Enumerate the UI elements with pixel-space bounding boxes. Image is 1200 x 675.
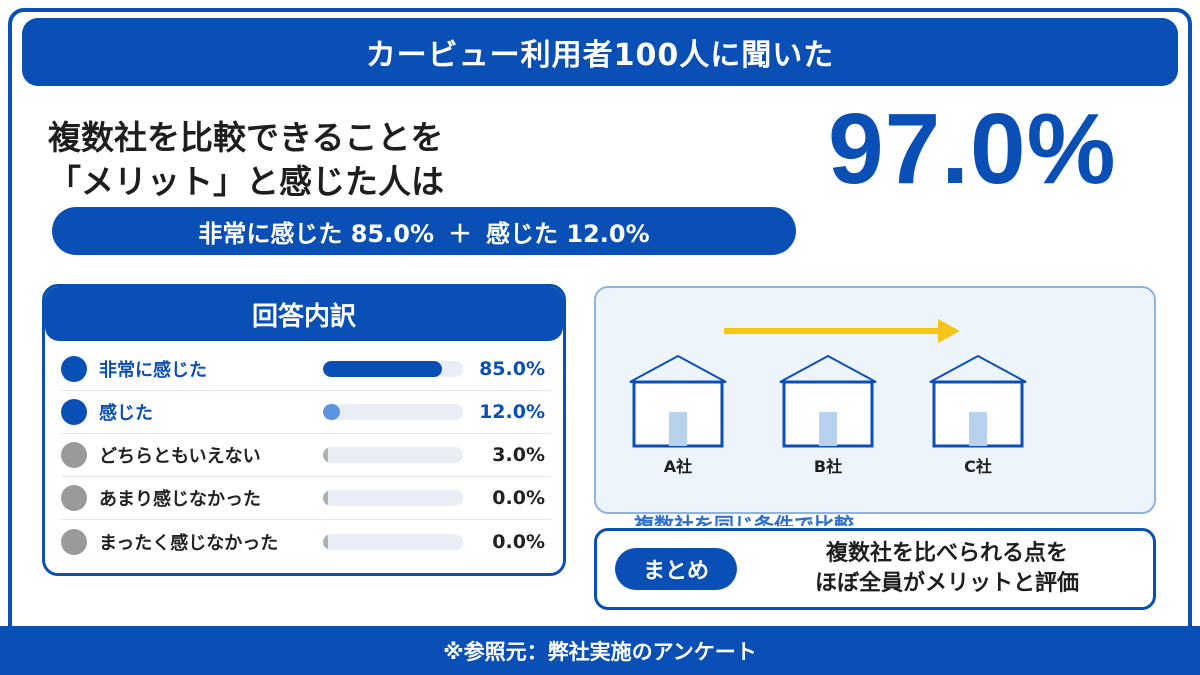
headline-line2: 「メリット」と感じた人は	[48, 162, 444, 201]
house-icon	[629, 354, 727, 448]
answer-bar-track	[323, 361, 463, 377]
summary-badge: まとめ	[615, 548, 737, 590]
house-icon	[779, 354, 877, 448]
answer-row: どちらともいえない 3.0%	[61, 434, 551, 477]
status-dot-icon	[61, 356, 87, 382]
answer-label: 感じた	[99, 403, 153, 424]
company-label: A社	[664, 457, 692, 476]
answer-label: 非常に感じた	[99, 360, 207, 381]
answer-bar-fill	[323, 490, 328, 506]
status-dot-icon	[61, 399, 87, 425]
answer-bar-track	[323, 447, 463, 463]
header-banner: カービュー利用者100人に聞いた	[22, 18, 1178, 86]
summary-line2: ほぼ全員がメリットと評価	[814, 571, 1079, 596]
answer-bar-track	[323, 404, 463, 420]
breakdown-part2: 感じた 12.0%	[486, 219, 650, 248]
status-dot-icon	[61, 442, 87, 468]
footer-banner: ※参照元：弊社実施のアンケート	[0, 626, 1200, 675]
illustration-caption: 複数社を同じ条件で比較	[634, 513, 854, 526]
houses-illustration: A社 B社 C社	[629, 319, 1027, 476]
answer-row: 非常に感じた 85.0%	[61, 348, 551, 391]
answer-label: あまり感じなかった	[99, 489, 261, 510]
answer-breakdown-panel: 回答内訳 非常に感じた 85.0% 感じた 12.0% どちらともいえない 3.…	[42, 284, 566, 576]
panel-title: 回答内訳	[45, 287, 563, 341]
comparison-arrow-icon	[724, 319, 960, 343]
answer-label: まったく感じなかった	[99, 532, 279, 554]
answer-value: 12.0%	[479, 401, 545, 423]
status-dot-icon	[61, 485, 87, 511]
breakdown-pill: 非常に感じた 85.0% ＋ 感じた 12.0%	[52, 207, 796, 255]
answer-bar-track	[323, 533, 463, 550]
answer-list: 非常に感じた 85.0% 感じた 12.0% どちらともいえない 3.0% あま…	[61, 348, 551, 563]
answer-value: 0.0%	[492, 487, 545, 509]
breakdown-part1: 非常に感じた 85.0%	[198, 219, 434, 248]
answer-label: どちらともいえない	[99, 446, 261, 467]
answer-bar-fill	[323, 447, 328, 463]
answer-value: 3.0%	[492, 444, 545, 466]
breakdown-plus: ＋	[448, 219, 472, 248]
headline: 複数社を比較できることを 「メリット」と感じた人は	[48, 116, 444, 204]
house-icon	[929, 354, 1027, 448]
answer-row: あまり感じなかった 0.0%	[61, 477, 551, 520]
answer-bar-track	[323, 490, 463, 506]
answer-value: 85.0%	[479, 358, 545, 380]
answer-bar-fill	[323, 533, 328, 550]
header-title: カービュー利用者100人に聞いた	[365, 38, 835, 73]
headline-line1: 複数社を比較できることを	[48, 118, 444, 157]
big-percentage: 97.0%	[828, 93, 1117, 205]
summary-text: 複数社を比べられる点を ほぼ全員がメリットと評価	[767, 539, 1127, 599]
source-note: ※参照元：弊社実施のアンケート	[443, 639, 757, 664]
company-label: B社	[814, 457, 842, 476]
status-dot-icon	[61, 528, 87, 555]
answer-bar-fill	[323, 404, 340, 420]
answer-bar-fill	[323, 361, 442, 377]
answer-value: 0.0%	[492, 530, 545, 553]
summary-line1: 複数社を比べられる点を	[825, 541, 1068, 566]
answer-row: 感じた 12.0%	[61, 391, 551, 434]
answer-row: まったく感じなかった 0.0%	[61, 520, 551, 563]
summary-box: まとめ 複数社を比べられる点を ほぼ全員がメリットと評価	[594, 528, 1156, 610]
company-label: C社	[964, 457, 992, 476]
comparison-illustration: A社 B社 C社	[594, 286, 1156, 514]
